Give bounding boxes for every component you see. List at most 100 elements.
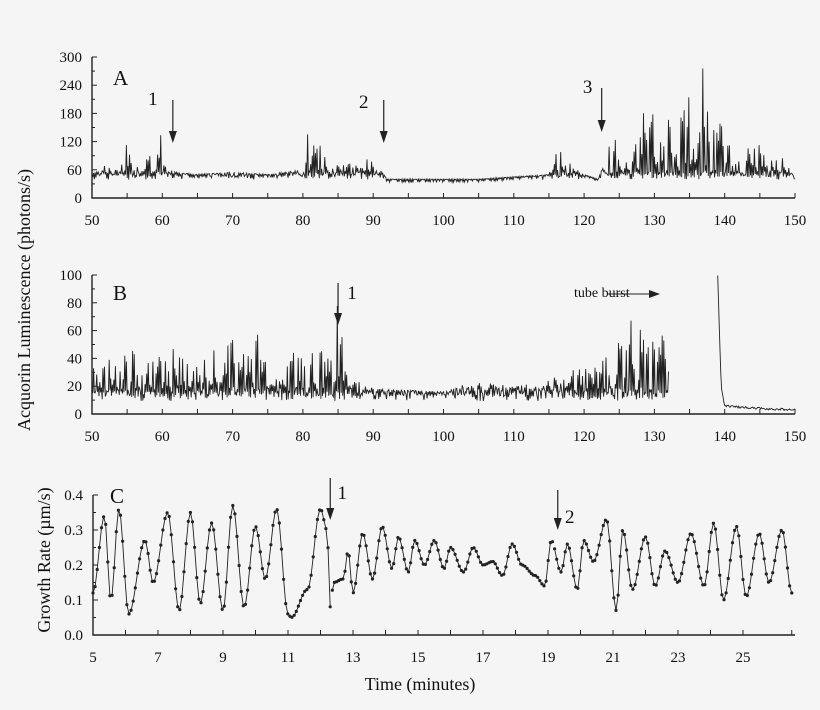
data-point xyxy=(385,547,389,551)
data-point xyxy=(267,562,271,566)
data-point xyxy=(271,523,275,527)
data-point xyxy=(125,603,129,607)
data-point xyxy=(252,528,256,532)
data-point xyxy=(400,546,404,550)
data-point xyxy=(102,515,106,519)
data-point xyxy=(527,569,531,573)
data-point xyxy=(764,572,768,576)
panel-b: B 0 20 40 60 80 100 50 60 70 80 90 100 110 120 130 140… xyxy=(60,268,807,445)
data-point xyxy=(135,571,140,575)
data-point xyxy=(91,591,95,595)
data-point xyxy=(383,533,387,537)
data-point xyxy=(205,546,209,550)
data-point xyxy=(273,510,277,514)
ytick-label: 0.2 xyxy=(64,558,83,574)
data-point xyxy=(785,566,790,570)
data-point xyxy=(140,546,144,550)
xtick-label: 120 xyxy=(573,213,596,229)
data-point xyxy=(658,565,663,569)
data-point xyxy=(680,572,684,576)
data-point xyxy=(455,558,459,562)
panel-c-yticks: 0.0 0.1 0.2 0.3 0.4 xyxy=(64,488,98,644)
data-point xyxy=(517,557,521,561)
data-point xyxy=(616,593,620,597)
data-point xyxy=(330,588,334,592)
ytick-label: 0.1 xyxy=(64,593,83,609)
data-point xyxy=(739,554,743,559)
xtick-label: 70 xyxy=(225,213,240,229)
xtick-label: 13 xyxy=(346,650,361,666)
data-point xyxy=(720,593,724,597)
data-point xyxy=(536,575,540,579)
data-point xyxy=(277,521,281,525)
data-point xyxy=(648,556,652,560)
data-point xyxy=(610,569,614,573)
data-point xyxy=(354,581,358,586)
data-point xyxy=(533,574,538,578)
data-point xyxy=(182,570,186,574)
panel-a-trace xyxy=(91,68,796,184)
data-point xyxy=(343,569,347,573)
data-point xyxy=(237,563,241,568)
data-point xyxy=(627,568,631,572)
data-point xyxy=(508,545,512,550)
xtick-label: 130 xyxy=(643,213,666,229)
data-point xyxy=(127,612,131,616)
xtick-label: 23 xyxy=(671,650,686,666)
data-point xyxy=(286,612,290,616)
data-point xyxy=(290,615,294,619)
data-point xyxy=(163,516,167,521)
data-point xyxy=(711,521,716,525)
data-point xyxy=(373,571,377,575)
data-point xyxy=(603,518,608,522)
data-point xyxy=(512,544,517,549)
annotation-label: 2 xyxy=(359,92,369,113)
data-point xyxy=(553,547,557,551)
data-point xyxy=(106,560,110,564)
panel-c-annotations: 12 xyxy=(326,478,575,530)
data-point xyxy=(320,509,324,513)
xtick-label: 120 xyxy=(573,429,596,445)
data-point xyxy=(612,596,616,600)
data-point xyxy=(305,588,309,592)
data-point xyxy=(214,547,218,551)
data-point xyxy=(716,547,720,552)
data-point xyxy=(584,542,589,546)
data-point xyxy=(762,557,766,561)
data-point xyxy=(569,559,574,563)
annotation-label: 1 xyxy=(338,483,348,504)
data-point xyxy=(358,544,362,548)
ytick-label: 40 xyxy=(67,351,82,367)
data-point xyxy=(737,534,741,538)
data-point xyxy=(138,557,142,561)
data-point xyxy=(226,545,231,549)
data-point xyxy=(495,566,499,570)
data-point xyxy=(605,520,610,524)
xtick-label: 60 xyxy=(155,429,170,445)
data-point xyxy=(614,608,618,613)
data-point xyxy=(174,587,178,591)
data-point xyxy=(186,519,190,524)
data-point xyxy=(413,538,417,543)
xtick-label: 110 xyxy=(503,213,525,229)
panel-c: Growth Rate (µm/s) C 0.0 0.1 0.2 0.3 0.4 5 7 9… xyxy=(34,478,795,695)
data-point xyxy=(468,552,472,556)
data-point xyxy=(195,576,199,580)
data-point xyxy=(430,542,434,546)
data-point xyxy=(525,566,529,571)
data-point xyxy=(631,587,635,591)
data-point xyxy=(625,548,629,552)
data-point xyxy=(260,567,264,571)
data-point xyxy=(783,545,788,549)
data-point xyxy=(292,613,296,617)
data-point xyxy=(423,562,427,567)
data-point xyxy=(722,598,726,602)
data-point xyxy=(646,541,650,545)
data-point xyxy=(165,511,169,515)
data-point xyxy=(595,553,599,557)
data-point xyxy=(694,551,699,555)
data-point xyxy=(114,530,118,534)
data-point xyxy=(476,555,480,559)
data-point xyxy=(324,527,328,531)
